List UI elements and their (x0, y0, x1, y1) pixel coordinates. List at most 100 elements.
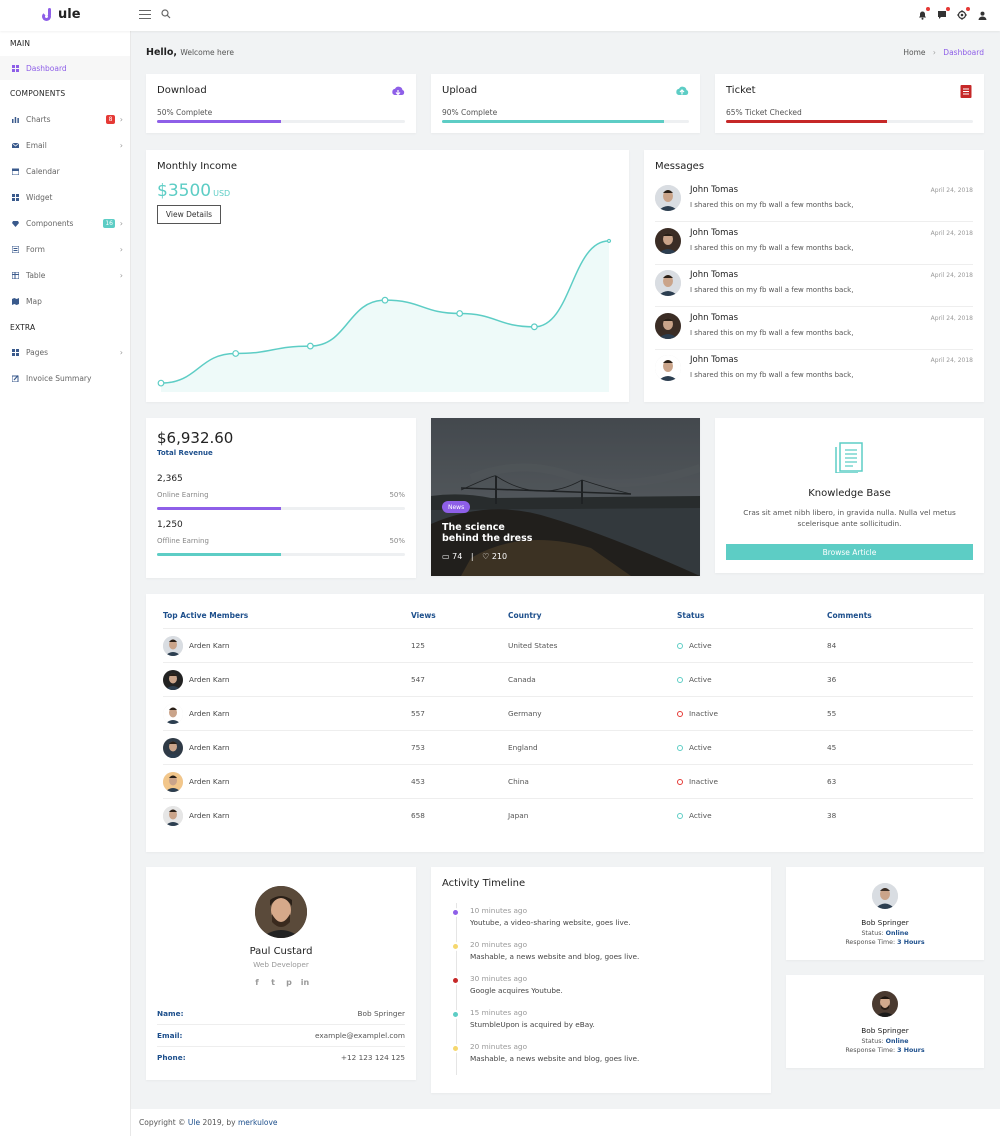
table-row[interactable]: Arden Karn 125 United States Active 84 (163, 628, 973, 662)
member-country: Japan (508, 811, 529, 820)
message-item[interactable]: John Tomas I shared this on my fb wall a … (655, 308, 973, 350)
member-name: Arden Karn (189, 777, 230, 786)
table-row[interactable]: Arden Karn 453 China Inactive 63 (163, 764, 973, 798)
sidebar-item-invoice-summary[interactable]: Invoice Summary (0, 366, 130, 390)
status-label: Status: (861, 1038, 884, 1045)
view-details-button[interactable]: View Details (157, 205, 221, 224)
status-text: Active (689, 641, 712, 650)
member-views: 557 (411, 709, 425, 718)
cloud-upload-icon (676, 86, 689, 95)
message-item[interactable]: John Tomas I shared this on my fb wall a … (655, 223, 973, 265)
document-icon (835, 442, 863, 473)
profile-row-phone: Phone: +12 123 124 125 (157, 1047, 405, 1069)
sidebar-item-map[interactable]: Map (0, 289, 130, 313)
member-avatar (163, 636, 183, 656)
brand-logo[interactable]: ule (42, 7, 81, 22)
table-row[interactable]: Arden Karn 753 England Active 45 (163, 730, 973, 764)
sidebar-item-label: Calendar (26, 166, 60, 176)
sidebar-item-dashboard[interactable]: Dashboard (0, 56, 130, 80)
chevron-right-icon: › (119, 347, 123, 357)
sidebar-item-form[interactable]: Form › (0, 237, 130, 261)
income-point[interactable] (232, 350, 240, 357)
table-header-country: Country (508, 611, 542, 620)
stat-title: Download (157, 85, 207, 96)
message-item[interactable]: John Tomas I shared this on my fb wall a … (655, 265, 973, 307)
member-views: 547 (411, 675, 425, 684)
timeline-dot-icon (451, 1044, 460, 1053)
sidebar-section-main: MAIN (10, 39, 31, 48)
income-point[interactable] (381, 296, 389, 304)
sidebar-item-email[interactable]: Email › (0, 133, 130, 157)
income-point[interactable] (530, 323, 538, 331)
bell-icon[interactable] (916, 7, 930, 21)
member-views: 453 (411, 777, 425, 786)
sidebar-item-table[interactable]: Table › (0, 263, 130, 287)
income-point[interactable] (306, 342, 314, 350)
target-icon[interactable] (956, 7, 970, 21)
member-views: 658 (411, 811, 425, 820)
timeline-dot-icon (451, 976, 460, 985)
sidebar-item-components[interactable]: Components 16 › (0, 211, 130, 235)
facebook-icon[interactable]: f (255, 978, 259, 987)
income-unit: USD (213, 189, 231, 198)
income-point[interactable] (157, 379, 165, 387)
chat-icon[interactable] (936, 7, 950, 21)
user-response-time: Response Time: 3 Hours (786, 939, 984, 946)
timeline-time: 15 minutes ago (470, 1008, 528, 1017)
profile-name: Paul Custard (249, 946, 313, 957)
profile-card: Paul Custard Web Developer f t p in Name… (146, 867, 416, 1080)
status-value: Online (885, 1038, 909, 1045)
footer-author-link[interactable]: merkulove (237, 1118, 278, 1127)
timeline-dot-icon (451, 908, 460, 917)
pinterest-icon[interactable]: p (286, 978, 292, 987)
search-icon[interactable] (161, 9, 171, 19)
message-item[interactable]: John Tomas I shared this on my fb wall a … (655, 350, 973, 392)
status-dot-icon (677, 643, 683, 649)
sidebar-item-calendar[interactable]: Calendar (0, 159, 130, 183)
download-card: Download 50% Complete (146, 74, 416, 133)
linkedin-icon[interactable]: in (300, 978, 310, 987)
user-name: Bob Springer (861, 1026, 909, 1035)
user-icon[interactable] (976, 9, 988, 21)
user-card: Bob Springer Status: Online Response Tim… (786, 975, 984, 1068)
breadcrumb-home[interactable]: Home (903, 48, 926, 57)
message-date: April 24, 2018 (930, 357, 973, 364)
timeline-text: Mashable, a news website and blog, goes … (470, 952, 640, 961)
comment-count: 74 (452, 552, 463, 561)
offline-earning-progress (157, 553, 405, 556)
sidebar-item-widget[interactable]: Widget (0, 185, 130, 209)
map-icon (12, 297, 19, 305)
hello-text: Hello, (146, 47, 178, 58)
twitter-icon[interactable]: t (271, 978, 275, 987)
table-header-status: Status (677, 611, 705, 620)
news-tag[interactable]: News (442, 501, 471, 513)
member-avatar (163, 704, 183, 724)
sidebar-item-label: Invoice Summary (26, 373, 92, 383)
sidebar-item-pages[interactable]: Pages › (0, 340, 130, 364)
sidebar-item-charts[interactable]: Charts 8 › (0, 107, 130, 131)
response-value: 3 Hours (897, 939, 925, 946)
news-card[interactable]: News The science behind the dress ▭ 74 |… (431, 418, 700, 576)
browse-article-button[interactable]: Browse Article (726, 544, 973, 560)
timeline-item: 15 minutes ago StumbleUpon is acquired by… (451, 1006, 751, 1040)
table-row[interactable]: Arden Karn 658 Japan Active 38 (163, 798, 973, 832)
table-row[interactable]: Arden Karn 547 Canada Active 36 (163, 662, 973, 696)
member-name: Arden Karn (189, 743, 230, 752)
menu-icon[interactable] (139, 10, 151, 19)
profile-row-email: Email: example@examplel.com (157, 1025, 405, 1047)
message-sender: John Tomas (690, 355, 739, 365)
bar-chart-icon (12, 116, 19, 123)
news-title[interactable]: The science behind the dress (442, 522, 533, 544)
table-row[interactable]: Arden Karn 557 Germany Inactive 55 (163, 696, 973, 730)
sidebar-item-label: Dashboard (26, 63, 67, 73)
footer-brand-link[interactable]: Ule (187, 1118, 201, 1127)
member-status: Inactive (677, 709, 718, 718)
user-avatar (872, 991, 898, 1017)
message-avatar (655, 270, 681, 296)
message-item[interactable]: John Tomas I shared this on my fb wall a … (655, 180, 973, 222)
timeline-time: 20 minutes ago (470, 1042, 528, 1051)
income-point[interactable] (456, 310, 464, 317)
timeline-item: 20 minutes ago Mashable, a news website a… (451, 938, 751, 972)
income-point[interactable] (606, 238, 612, 244)
messages-title: Messages (655, 161, 705, 172)
